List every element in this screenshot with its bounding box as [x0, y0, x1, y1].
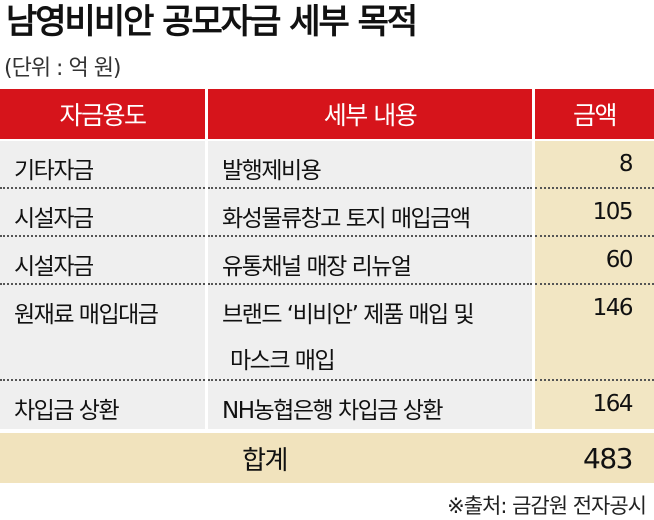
cell-amount: 146 [535, 285, 654, 381]
header-use: 자금용도 [0, 89, 205, 139]
source-note: ※출처: 금감원 전자공시 [447, 494, 647, 518]
cell-use: 시설자금 [0, 189, 205, 237]
cell-use: 차입금 상환 [0, 381, 205, 429]
cell-use: 기타자금 [0, 141, 205, 189]
unit-label: (단위 : 억 원) [4, 56, 122, 81]
cell-detail: NH농협은행 차입금 상환 [208, 381, 532, 429]
cell-amount: 164 [535, 381, 654, 429]
total-row: 합계 483 [0, 433, 654, 483]
header-detail: 세부 내용 [208, 89, 532, 139]
cell-use: 시설자금 [0, 237, 205, 285]
cell-detail: 발행제비용 [208, 141, 532, 189]
cell-amount: 105 [535, 189, 654, 237]
table-row: 시설자금 유통채널 매장 리뉴얼 60 [0, 237, 654, 285]
table-row: 차입금 상환 NH농협은행 차입금 상환 164 [0, 381, 654, 429]
total-label: 합계 [242, 445, 288, 476]
cell-detail: 브랜드 ‘비비안’ 제품 매입 및 마스크 매입 [208, 285, 532, 381]
table-row: 기타자금 발행제비용 8 [0, 141, 654, 189]
cell-detail: 화성물류창고 토지 매입금액 [208, 189, 532, 237]
cell-use: 원재료 매입대금 [0, 285, 205, 381]
detail-line-2: 마스크 매입 [230, 348, 336, 374]
cell-detail: 유통채널 매장 리뉴얼 [208, 237, 532, 285]
detail-line-1: 브랜드 ‘비비안’ 제품 매입 및 [222, 302, 475, 328]
fund-table: 자금용도 세부 내용 금액 기타자금 발행제비용 8 시설자금 화성물류창고 토… [0, 89, 654, 483]
cell-amount: 60 [535, 237, 654, 285]
table-header: 자금용도 세부 내용 금액 [0, 89, 654, 141]
table-row: 원재료 매입대금 브랜드 ‘비비안’ 제품 매입 및 마스크 매입 146 [0, 285, 654, 381]
total-value: 483 [583, 441, 633, 475]
page-title: 남영비비안 공모자금 세부 목적 [6, 2, 418, 42]
header-amount: 금액 [535, 89, 654, 139]
table-row: 시설자금 화성물류창고 토지 매입금액 105 [0, 189, 654, 237]
cell-amount: 8 [535, 141, 654, 189]
